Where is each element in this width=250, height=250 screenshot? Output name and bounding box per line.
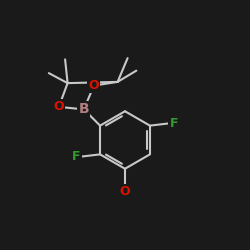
Text: O: O (120, 185, 130, 198)
Text: O: O (54, 100, 64, 114)
Text: F: F (72, 150, 80, 164)
Text: F: F (170, 116, 178, 130)
Text: B: B (78, 102, 89, 117)
Text: O: O (88, 79, 99, 92)
